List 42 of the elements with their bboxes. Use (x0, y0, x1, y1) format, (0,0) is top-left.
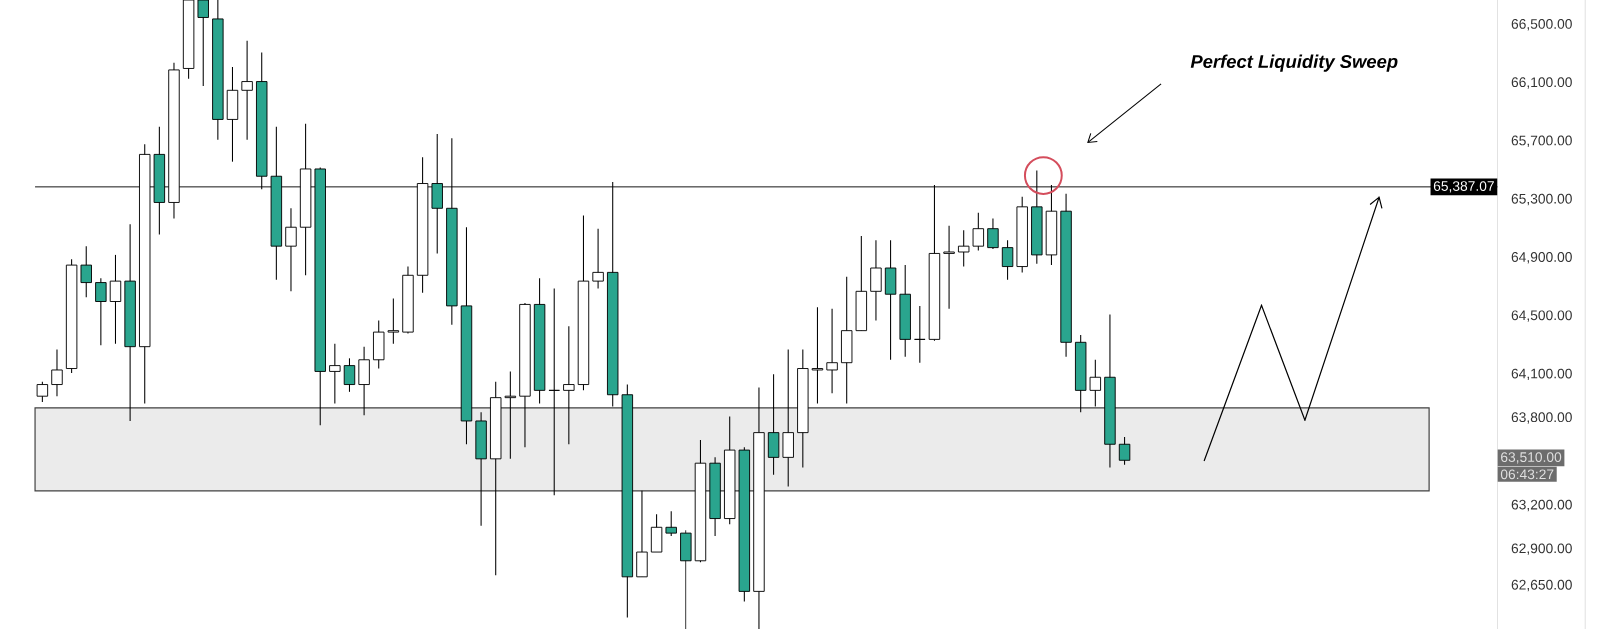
candlestick (592, 228, 604, 289)
candlestick (36, 380, 49, 403)
candlestick (943, 225, 955, 310)
y-tick-label: 63,800.00 (1511, 412, 1572, 424)
candlestick (95, 277, 107, 346)
candlestick (826, 308, 838, 394)
text: 63,510.00 (1501, 452, 1562, 464)
candlestick (811, 306, 824, 404)
ref-line-label: 65,387.07 (1433, 181, 1494, 193)
y-tick-label: 63,200.00 (1511, 499, 1572, 512)
candlestick (109, 254, 122, 345)
candlestick (987, 217, 999, 250)
text: 06:43:27 (1500, 469, 1554, 480)
candlestick (1001, 239, 1014, 281)
candlestick (957, 229, 970, 267)
candlestick (665, 510, 677, 537)
candlestick (343, 357, 356, 393)
candlestick (870, 239, 882, 321)
candlestick (285, 207, 297, 292)
candlestick (329, 343, 341, 404)
y-tick-label: 66,100.00 (1511, 77, 1572, 89)
y-tick-label: 64,500.00 (1511, 310, 1572, 322)
y-tick-label: 64,100.00 (1511, 368, 1572, 380)
candlestick (914, 305, 926, 364)
candlestick (1089, 359, 1102, 407)
candlestick (197, 0, 209, 87)
candlestick (241, 40, 253, 141)
y-tick-label: 66,500.00 (1511, 18, 1572, 31)
y-tick-label: 65,300.00 (1511, 193, 1572, 206)
candlestick (504, 370, 517, 460)
y-tick-label: 62,650.00 (1511, 579, 1572, 592)
candlestick (51, 348, 63, 397)
candlestick (563, 325, 575, 445)
y-tick-label: 65,700.00 (1511, 135, 1572, 147)
candlestick (80, 245, 92, 298)
candlestick (972, 212, 985, 251)
candlestick (1118, 436, 1131, 466)
candlestick (387, 297, 400, 345)
candlestick (548, 287, 560, 496)
annotation: Perfect Liquidity Sweep (1190, 54, 1398, 72)
y-tick-label: 62,900.00 (1511, 543, 1572, 555)
y-tick-label: 64,900.00 (1511, 251, 1572, 264)
